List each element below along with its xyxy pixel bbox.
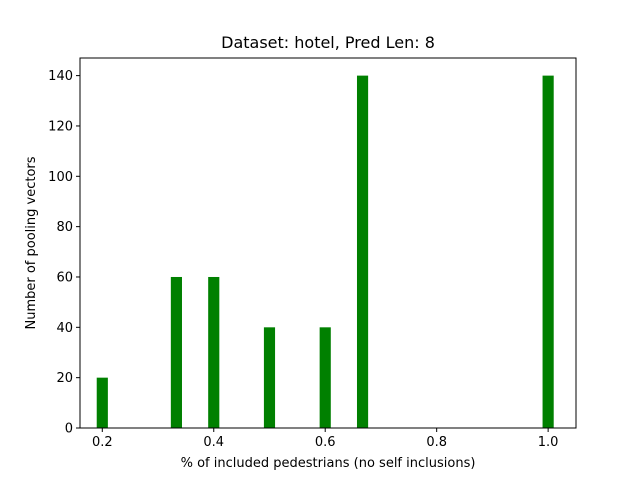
x-tick-label: 0.8	[426, 435, 447, 450]
y-tick-label: 40	[56, 321, 73, 336]
y-tick-label: 100	[48, 170, 73, 185]
plot-frame	[79, 57, 577, 429]
bar	[170, 276, 182, 428]
bars-group	[96, 75, 554, 429]
bar	[542, 75, 554, 429]
x-tick-label: 0.2	[92, 435, 113, 450]
y-tick-label: 140	[48, 69, 73, 84]
bar	[263, 327, 276, 428]
bar	[319, 327, 331, 428]
y-axis-ticks: 0 20 40 60 80 100 120 140	[48, 69, 80, 437]
y-tick-label: 0	[65, 422, 73, 437]
x-axis-label: % of included pedestrians (no self inclu…	[181, 456, 476, 471]
bar	[208, 276, 220, 428]
x-axis-ticks: 0.2 0.4 0.6 0.8 1.0	[92, 428, 559, 450]
y-tick-label: 120	[48, 119, 73, 134]
bar	[356, 75, 369, 429]
y-tick-label: 80	[56, 220, 73, 235]
y-axis-label: Number of pooling vectors	[24, 156, 39, 329]
y-tick-label: 20	[56, 371, 73, 386]
bar	[96, 377, 108, 428]
x-tick-label: 0.4	[203, 435, 224, 450]
chart-title: Dataset: hotel, Pred Len: 8	[221, 33, 435, 52]
x-tick-label: 0.6	[315, 435, 336, 450]
x-tick-label: 1.0	[538, 435, 559, 450]
y-tick-label: 60	[56, 270, 73, 285]
